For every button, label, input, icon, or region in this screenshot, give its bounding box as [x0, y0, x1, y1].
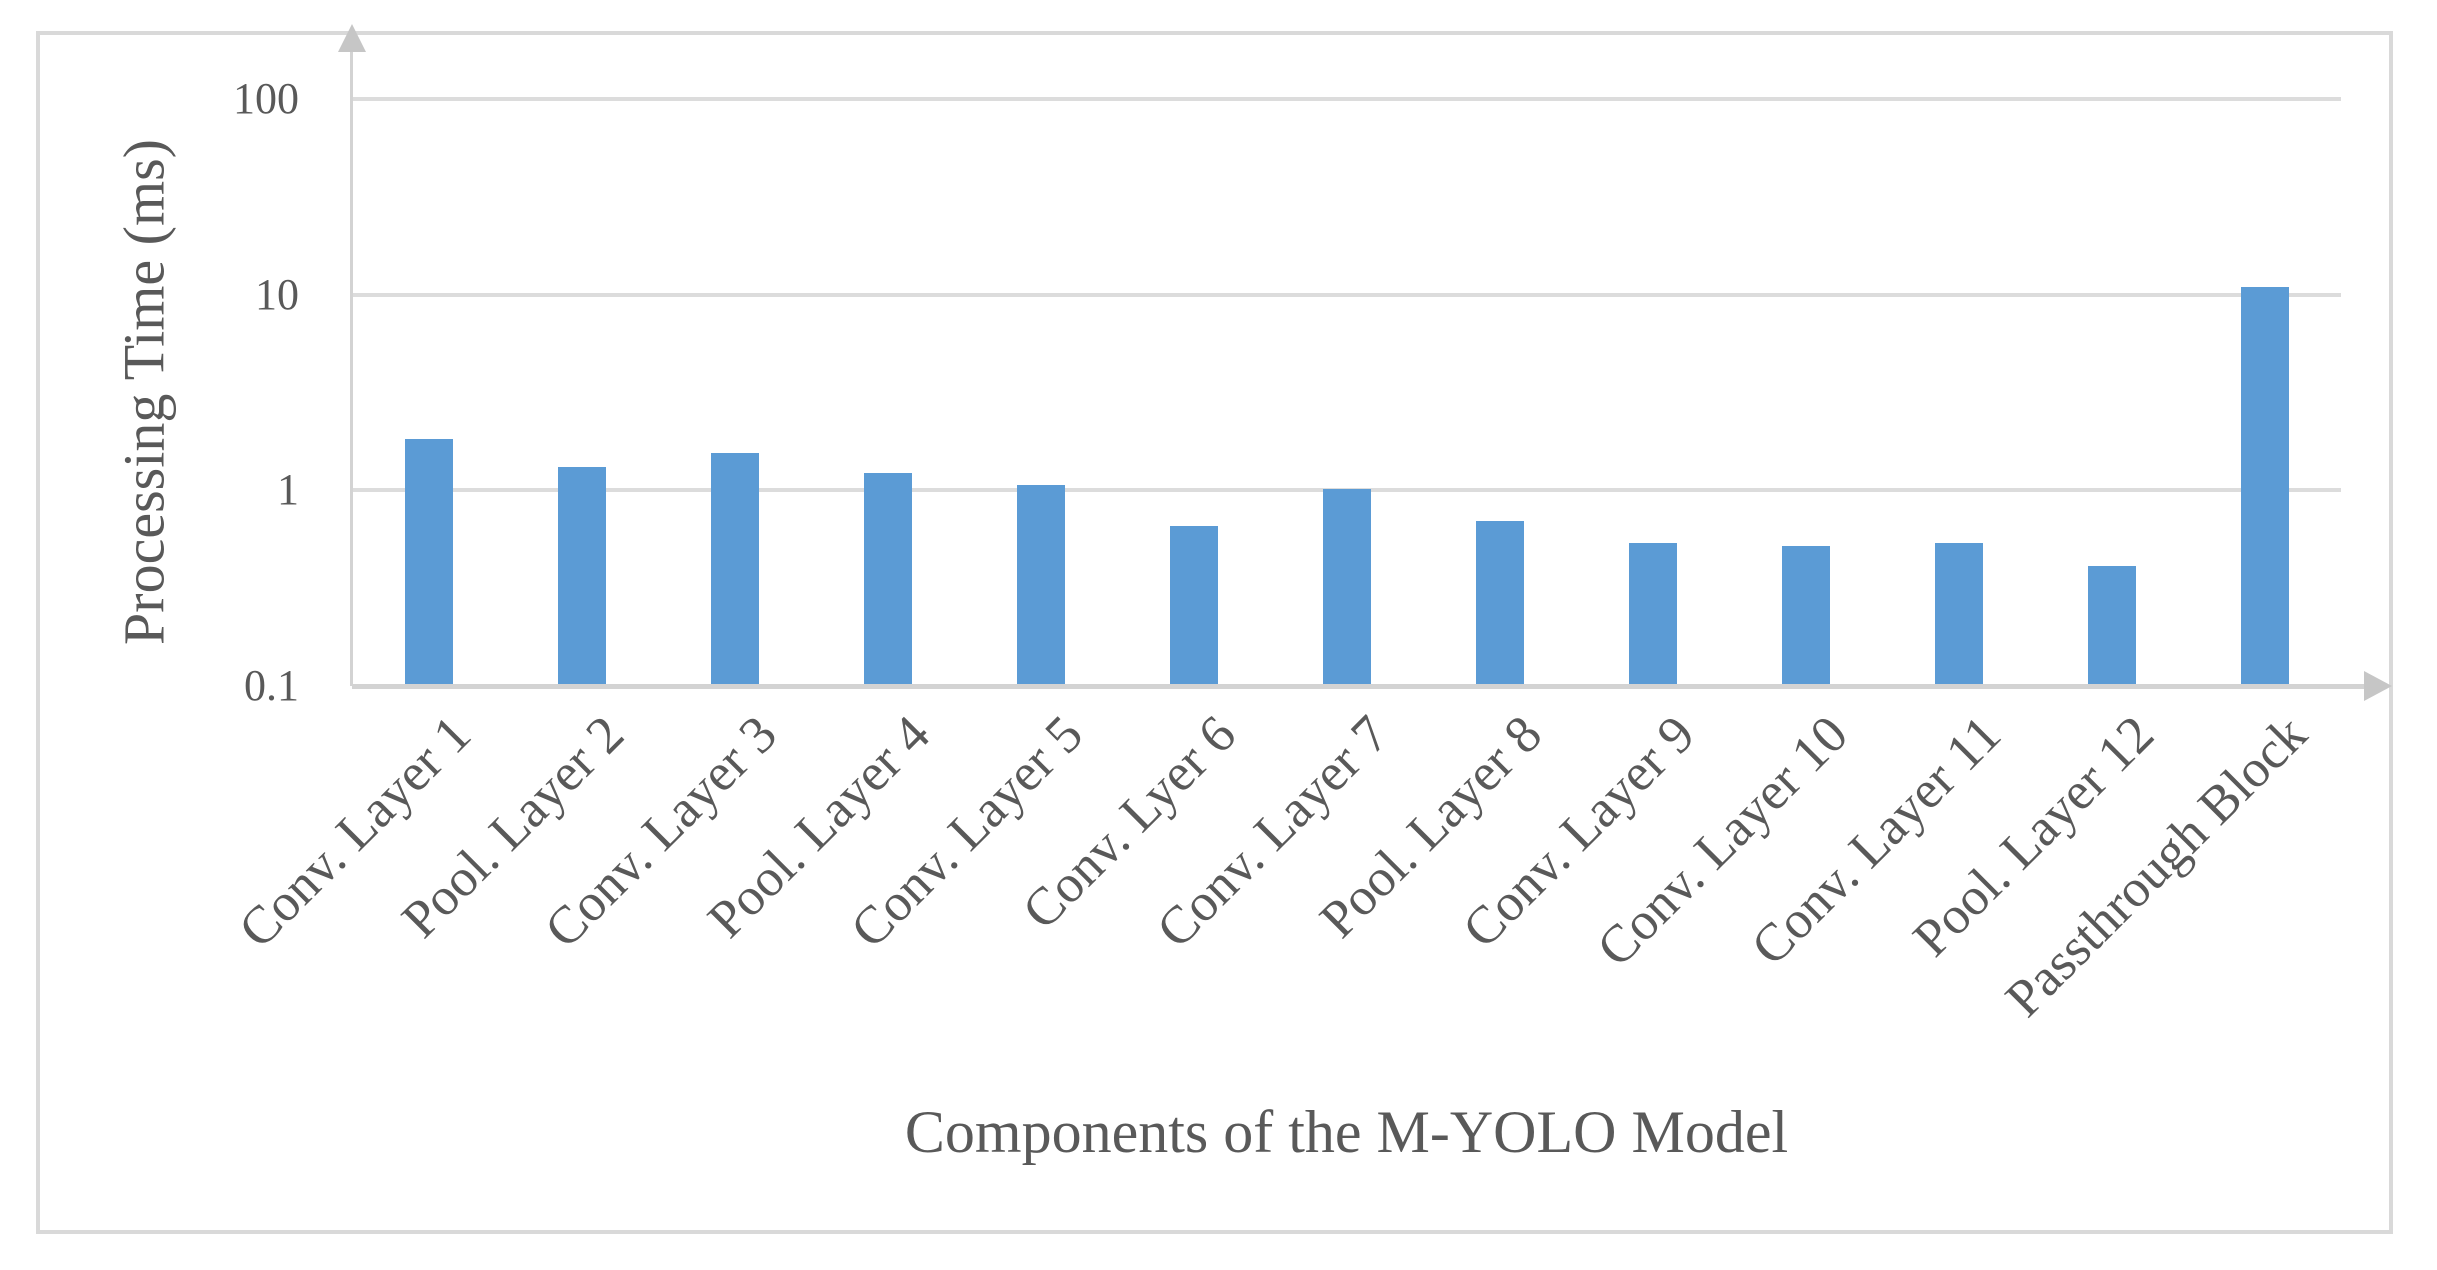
bar-passthrough-block — [2240, 286, 2289, 686]
plot-area — [352, 97, 2341, 686]
bar-conv-layer-3 — [710, 453, 759, 686]
y-tick-label-1: 1 — [277, 465, 299, 515]
gridline-10 — [352, 292, 2341, 297]
y-tick-label-0.1: 0.1 — [244, 661, 299, 710]
x-axis-line — [352, 684, 2366, 689]
bar-conv-layer-9 — [1628, 542, 1677, 686]
y-axis-line — [350, 52, 353, 686]
y-tick-label-10: 10 — [255, 269, 299, 319]
bar-conv-layer-1 — [404, 439, 453, 686]
bar-pool-layer-4 — [863, 473, 912, 686]
bar-conv-layer-7 — [1322, 488, 1371, 686]
bar-pool-layer-2 — [557, 467, 606, 686]
x-axis-title: Components of the M-YOLO Model — [904, 1099, 1789, 1165]
y-axis-arrow-up-icon — [338, 24, 366, 52]
bar-pool-layer-12 — [2087, 566, 2136, 686]
y-tick-label-100: 100 — [233, 74, 299, 123]
bar-pool-layer-8 — [1475, 520, 1524, 686]
bar-conv-lyer-6 — [1169, 525, 1218, 686]
gridline-100 — [352, 97, 2341, 101]
y-axis-title: Processing Time (ms) — [111, 139, 177, 645]
bar-conv-layer-11 — [1934, 542, 1983, 686]
x-axis-arrow-right-icon — [2364, 671, 2392, 701]
bar-conv-layer-10 — [1781, 545, 1830, 686]
bar-conv-layer-5 — [1016, 485, 1065, 686]
